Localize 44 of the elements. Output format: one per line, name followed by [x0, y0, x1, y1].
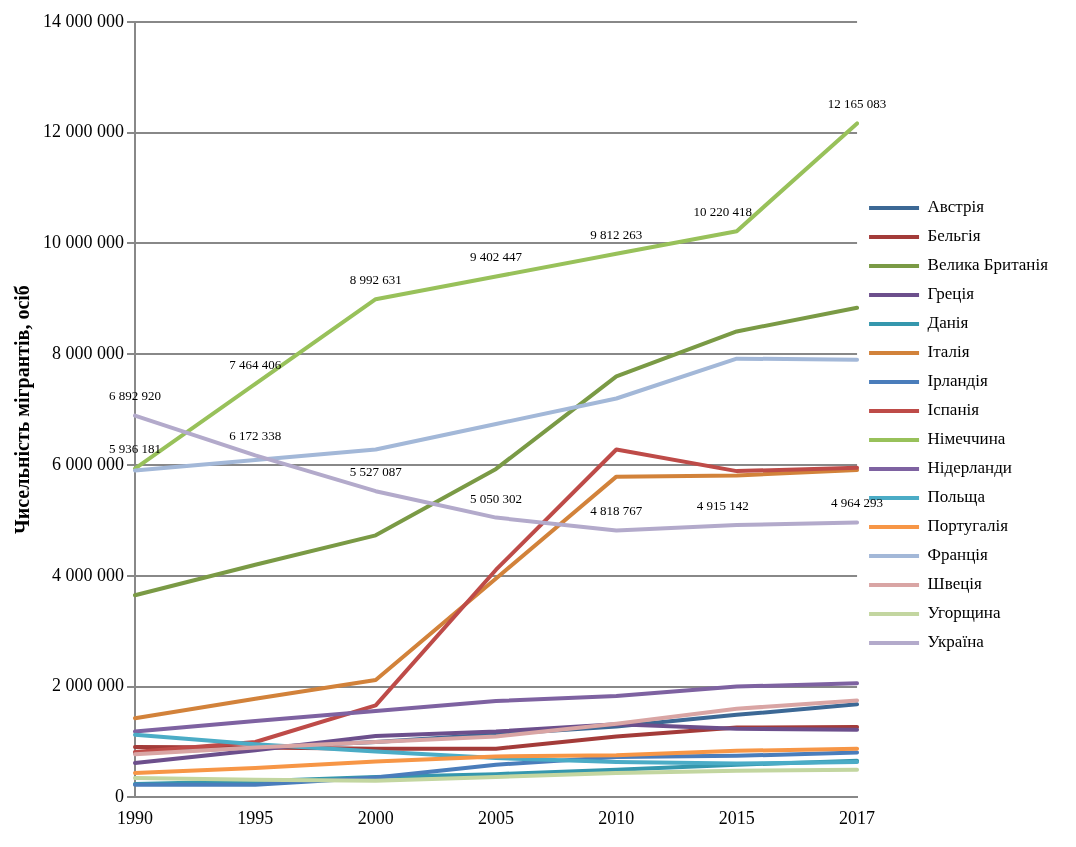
legend-label: Швеція — [927, 574, 982, 594]
data-label: 6 892 920 — [109, 388, 161, 404]
x-tick-label: 2005 — [478, 807, 515, 828]
legend-label: Польща — [927, 487, 986, 507]
legend-label: Україна — [927, 632, 985, 652]
x-tick-label: 1995 — [237, 807, 274, 828]
legend-label: Данія — [927, 313, 969, 333]
data-label: 6 172 338 — [229, 428, 282, 444]
x-tick-label: 2010 — [598, 807, 635, 828]
legend-label: Австрія — [927, 197, 985, 217]
data-label: 5 527 087 — [349, 464, 403, 480]
x-tick-label: 2000 — [357, 807, 394, 828]
y-tick-label: 8 000 000 — [52, 342, 124, 363]
data-label: 7 464 406 — [229, 356, 282, 372]
legend-label: Нідерланди — [927, 458, 1012, 478]
legend-label: Угорщина — [927, 603, 1001, 623]
data-label: 5 050 302 — [470, 490, 523, 506]
legend-label: Іспанія — [927, 400, 980, 420]
data-label: 4 818 767 — [590, 503, 643, 519]
x-tick-label: 1990 — [117, 807, 153, 828]
data-label: 8 992 631 — [349, 272, 402, 288]
data-label: 9 812 263 — [590, 226, 643, 242]
y-tick-label: 2 000 000 — [52, 675, 124, 696]
data-label: 10 220 418 — [693, 204, 752, 220]
y-tick-label: 10 000 000 — [43, 232, 124, 253]
legend-label: Велика Британія — [927, 255, 1049, 275]
data-label: 4 964 293 — [831, 495, 884, 511]
x-tick-label: 2017 — [839, 807, 876, 828]
legend-label: Німеччина — [927, 429, 1006, 449]
data-label: 9 402 447 — [470, 249, 523, 265]
legend-label: Франція — [927, 545, 988, 565]
x-tick-label: 2015 — [718, 807, 755, 828]
y-tick-label: 14 000 000 — [43, 10, 124, 31]
legend-label: Португалія — [927, 516, 1009, 536]
y-tick-label: 0 — [115, 786, 124, 807]
y-tick-label: 12 000 000 — [43, 121, 124, 142]
legend-label: Ірландія — [927, 371, 988, 391]
legend-label: Італія — [927, 342, 970, 362]
legend-label: Бельгія — [927, 226, 981, 246]
data-label: 4 915 142 — [696, 498, 749, 514]
y-axis-title: Чисельність мігрантів, осіб — [11, 285, 35, 535]
data-label: 12 165 083 — [827, 96, 887, 112]
y-tick-label: 4 000 000 — [52, 564, 124, 585]
legend-label: Греція — [927, 284, 975, 304]
